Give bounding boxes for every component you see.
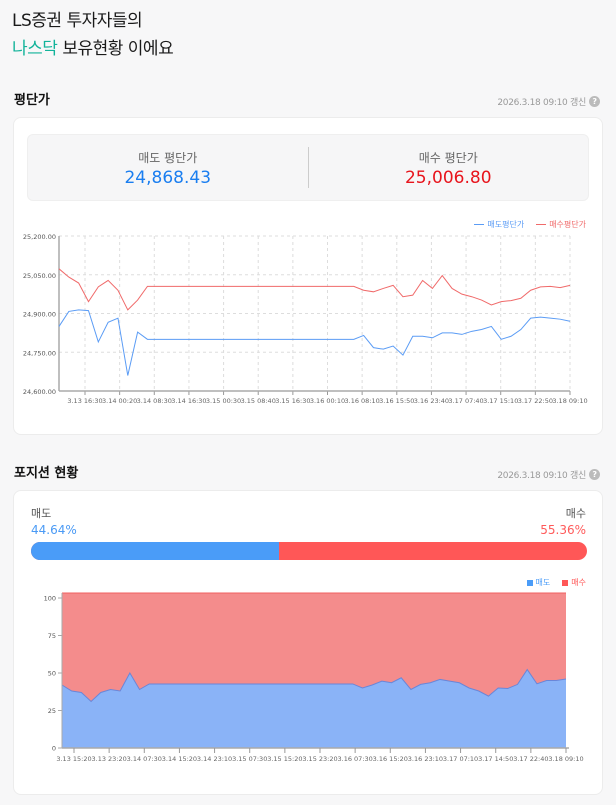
- position-card: 매도 44.64% 매수 55.36% 매도 매수: [13, 490, 603, 795]
- market-name: 나스닥: [12, 39, 58, 59]
- sell-avg: 매도 평단가 24,868.43: [28, 135, 308, 200]
- sell-ratio-fill: [31, 542, 280, 560]
- help-icon[interactable]: ?: [589, 469, 600, 480]
- title-rest: 보유현황 이에요: [57, 39, 174, 59]
- x-tick-label: 3.15 08:40: [241, 397, 276, 405]
- position-heading: 포지션 현황: [14, 466, 79, 481]
- series-line-sell: [58, 309, 571, 376]
- x-tick-label: 3.16 00:10: [310, 397, 345, 405]
- buy-pct: 55.36%: [540, 523, 586, 537]
- legend-buy[interactable]: 매수평단가: [536, 219, 586, 230]
- buy-avg: 매수 평단가 25,006.80: [309, 135, 589, 200]
- x-tick-label: 3.14 00:20: [102, 397, 137, 405]
- position-ratio-bar: [31, 542, 587, 560]
- chart1-legend: 매도평단가 매수평단가: [474, 219, 586, 230]
- x-tick-label: 3.15 00:30: [206, 397, 241, 405]
- x-tick-label: 3.14 08:30: [137, 397, 172, 405]
- sell-label: 매도: [31, 507, 52, 520]
- x-tick-label: 3.16 23:40: [414, 397, 449, 405]
- page-title-line1: LS증권 투자자들의: [12, 11, 143, 31]
- buy-avg-label: 매수 평단가: [418, 151, 478, 165]
- chart2-legend: 매도 매수: [526, 577, 586, 588]
- x-tick-label: 3.15 16:30: [275, 397, 310, 405]
- divider: [307, 147, 309, 188]
- sell-avg-value: 24,868.43: [124, 168, 212, 188]
- buy-avg-value: 25,006.80: [404, 168, 492, 188]
- series-line-buy: [58, 268, 571, 311]
- legend-sell[interactable]: 매도평단가: [474, 219, 524, 230]
- avg-price-updated: 2026.3.18 09:10 갱신?: [497, 95, 600, 108]
- help-icon[interactable]: ?: [589, 96, 600, 107]
- x-tick-label: 3.14 16:30: [171, 397, 206, 405]
- x-tick-label: 3.17 22:50: [518, 397, 553, 405]
- updated-text: 2026.3.18 09:10 갱신: [497, 98, 586, 108]
- y-tick-label: 24,900.00: [23, 311, 56, 319]
- page-title-line2: 나스닥 보유현황 이에요: [12, 34, 174, 59]
- y-tick-label: 24,600.00: [23, 388, 56, 396]
- x-tick-label: 3.13 16:30: [67, 397, 102, 405]
- buy-label: 매수: [565, 507, 586, 520]
- avg-price-card: 매도 평단가 24,868.43 매수 평단가 25,006.80 매도평단가 …: [13, 117, 603, 435]
- legend-sell[interactable]: 매도: [526, 577, 550, 588]
- y-tick-label: 24,750.00: [23, 349, 56, 357]
- avg-price-heading: 평단가: [14, 93, 50, 108]
- x-tick-label: 3.17 07:40: [448, 397, 483, 405]
- y-tick-label: 25,050.00: [23, 272, 56, 280]
- sell-pct: 44.64%: [31, 523, 77, 537]
- y-tick-label: 25,200.00: [23, 233, 56, 241]
- sell-avg-label: 매도 평단가: [138, 151, 198, 165]
- x-tick-label: 3.18 09:10: [552, 397, 587, 405]
- updated-text: 2026.3.18 09:10 갱신: [497, 471, 586, 481]
- x-tick-label: 3.16 08:10: [345, 397, 380, 405]
- x-tick-label: 3.17 15:10: [483, 397, 518, 405]
- legend-buy[interactable]: 매수: [562, 577, 586, 588]
- avg-price-summary: 매도 평단가 24,868.43 매수 평단가 25,006.80: [27, 134, 589, 201]
- x-tick-label: 3.16 15:50: [379, 397, 414, 405]
- position-updated: 2026.3.18 09:10 갱신?: [497, 468, 600, 481]
